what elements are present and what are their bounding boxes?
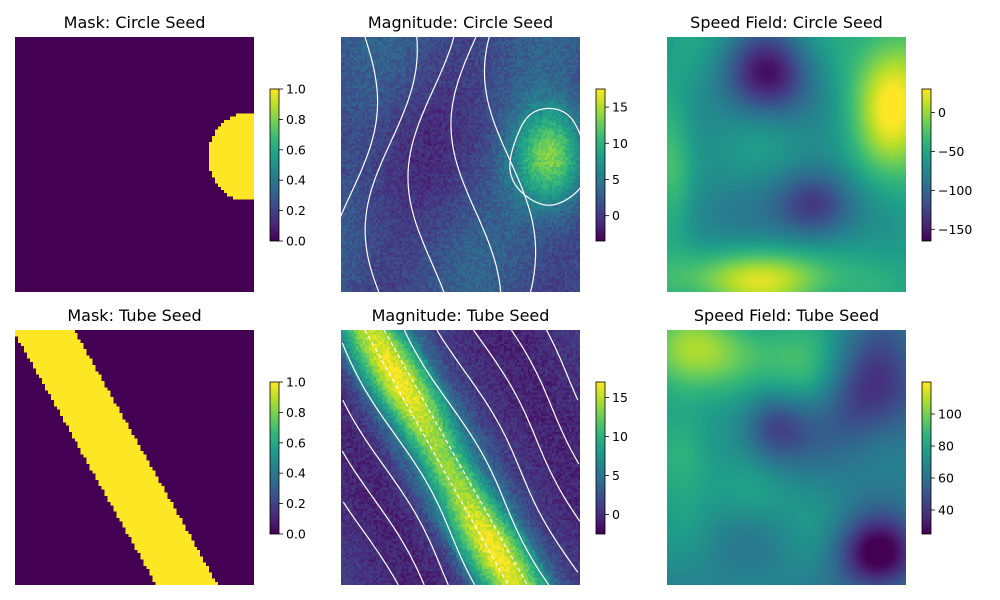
- colorbar-tick-label: 100: [938, 407, 962, 422]
- colorbar-tick-label: 40: [938, 503, 954, 518]
- contour-line: [364, 36, 418, 293]
- colorbar-tick-label: 15: [612, 100, 628, 115]
- panel-title: Mask: Circle Seed: [64, 13, 206, 32]
- heatmap-image: [341, 330, 580, 585]
- colorbar-tick-label: −100: [938, 183, 972, 198]
- panel-title: Mask: Tube Seed: [67, 306, 201, 325]
- heatmap-image: [15, 330, 254, 585]
- panel-title: Magnitude: Tube Seed: [372, 306, 550, 325]
- contour-line: [436, 329, 579, 573]
- panel-circle-speed: Speed Field: Circle Seed 0 −50 −100 −150: [667, 13, 972, 292]
- contour-line: [341, 342, 476, 586]
- panel-tube-speed: Speed Field: Tube Seed 40 60 80 100: [667, 306, 962, 585]
- colorbar-tick-label: 0.0: [286, 234, 306, 249]
- contour-line: [450, 36, 502, 293]
- heatmap-image: [667, 37, 906, 292]
- colorbar: [921, 88, 932, 242]
- panel-circle-mask: Mask: Circle Seed 0.0 0.2 0.4 0.6 0.8 1.0: [15, 13, 306, 292]
- contour-line: [473, 329, 581, 522]
- colorbar-tick-label: 0.2: [286, 203, 306, 218]
- colorbar-tick-label: 0.0: [286, 527, 306, 542]
- contour-line: [483, 36, 537, 293]
- colorbar-tick-label: 5: [612, 468, 620, 483]
- contour-line: [545, 329, 579, 401]
- colorbar-tick-label: 5: [612, 172, 620, 187]
- colorbar: [921, 381, 932, 535]
- panels: Mask: Circle Seed 0.0 0.2 0.4 0.6 0.8 1.0 Magni…: [15, 13, 972, 586]
- contour-line: [403, 329, 550, 586]
- colorbar-tick-label: 0.4: [286, 173, 306, 188]
- colorbar: [269, 88, 280, 242]
- colorbar: [595, 381, 606, 535]
- colorbar-tick-label: 10: [612, 429, 628, 444]
- colorbar-tick-label: 1.0: [286, 375, 306, 390]
- colorbar-tick-label: 0.8: [286, 405, 306, 420]
- panel-title: Speed Field: Circle Seed: [690, 13, 883, 32]
- colorbar-tick-label: 0: [938, 105, 946, 120]
- colorbar-tick-label: 0.6: [286, 435, 306, 450]
- panel-title: Magnitude: Circle Seed: [368, 13, 553, 32]
- colorbar-tick-label: −50: [938, 144, 964, 159]
- colorbar-tick-label: 0.4: [286, 466, 306, 481]
- contour-line: [342, 501, 399, 586]
- colorbar-tick-label: 0.8: [286, 112, 306, 127]
- contour-line: [510, 329, 580, 465]
- contour-line: [407, 36, 455, 293]
- heatmap-image: [15, 37, 254, 292]
- panel-tube-magnitude: Magnitude: Tube Seed 0 5 10 15: [341, 306, 628, 586]
- colorbar-tick-label: 10: [612, 136, 628, 151]
- colorbar: [595, 88, 606, 242]
- panel-tube-mask: Mask: Tube Seed 0.0 0.2 0.4 0.6 0.8 1.0: [15, 306, 306, 585]
- contour-line: [342, 399, 449, 586]
- panel-circle-magnitude: Magnitude: Circle Seed 0 5 10 15: [324, 13, 628, 293]
- contour-line: [324, 36, 379, 293]
- colorbar-tick-label: 0: [612, 208, 620, 223]
- colorbar-tick-label: 80: [938, 439, 954, 454]
- colorbar-tick-label: −150: [938, 222, 972, 237]
- colorbar-tick-label: 0.2: [286, 496, 306, 511]
- heatmap-image: [667, 330, 906, 585]
- colorbar-tick-label: 0.6: [286, 142, 306, 157]
- contour-line: [341, 450, 425, 586]
- panel-title: Speed Field: Tube Seed: [694, 306, 879, 325]
- colorbar: [269, 381, 280, 535]
- colorbar-tick-label: 0: [612, 507, 620, 522]
- contour-line: [509, 107, 589, 206]
- colorbar-tick-label: 60: [938, 471, 954, 486]
- colorbar-tick-label: 15: [612, 390, 628, 405]
- colorbar-tick-label: 1.0: [286, 82, 306, 97]
